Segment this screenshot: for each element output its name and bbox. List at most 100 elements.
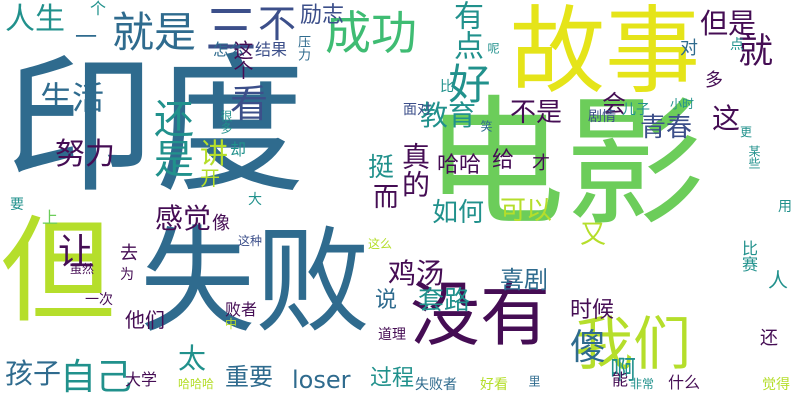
word: 孩子: [5, 357, 62, 390]
word: 不: [258, 2, 297, 46]
word: 傻: [570, 327, 607, 368]
word: 人生: [5, 2, 65, 37]
word: 时候: [570, 298, 615, 323]
word: 怎么: [213, 40, 246, 59]
word: 开: [200, 166, 220, 190]
word: 这种: [238, 234, 263, 248]
word: 我们: [575, 310, 692, 378]
word: 还: [760, 328, 778, 349]
word: 太: [178, 342, 207, 375]
word: 努力: [55, 137, 115, 172]
word: 小时: [670, 97, 695, 111]
word: 人: [768, 268, 788, 292]
word: 虽然: [70, 262, 95, 276]
word: 剧情: [588, 109, 616, 125]
word: 好: [442, 62, 491, 104]
word: 什么: [668, 373, 701, 392]
word: 中: [225, 317, 238, 331]
word: 感觉: [155, 202, 212, 235]
word: 很多: [219, 110, 233, 134]
word: 这么: [368, 237, 393, 251]
word: 失败者: [415, 377, 457, 393]
word: 个: [87, 0, 106, 16]
word: 喜剧: [500, 266, 548, 294]
word: 可以: [500, 196, 553, 226]
word: 会: [602, 90, 626, 118]
word: 这个: [230, 40, 254, 80]
word: 但是: [700, 7, 757, 40]
word: 非常: [630, 377, 655, 391]
word: 呢: [486, 42, 500, 54]
word: 又: [580, 220, 607, 250]
word: 他们: [125, 308, 165, 332]
word: 故事: [510, 0, 701, 107]
word: 大: [248, 192, 262, 208]
word: 点: [730, 37, 744, 53]
word: 如何: [432, 198, 485, 228]
word: 为: [120, 267, 134, 283]
word: 结果: [255, 40, 288, 59]
word: 就是: [112, 8, 197, 57]
word: 说: [375, 288, 398, 313]
word: 还是: [147, 98, 193, 178]
word: 上: [42, 208, 59, 227]
word: 电影: [425, 83, 706, 246]
word: 更: [740, 125, 753, 139]
word: 压力: [295, 35, 310, 61]
word: 失败: [140, 215, 371, 349]
word: 一次: [85, 292, 113, 308]
word: 让: [58, 232, 95, 273]
word: 某些: [747, 145, 761, 169]
word: 讲: [200, 137, 229, 170]
word: 要: [10, 197, 24, 213]
word: 多: [705, 70, 723, 91]
word: 笑: [479, 120, 493, 132]
word: 鸡汤: [388, 257, 445, 290]
word: 看: [230, 82, 269, 126]
word: 比: [440, 79, 454, 95]
word: 给: [492, 148, 515, 173]
word: 励志: [300, 3, 345, 28]
word: 好看: [480, 377, 508, 393]
word: 啊: [610, 356, 637, 386]
word: 三: [205, 1, 258, 61]
word: 重要: [225, 363, 273, 391]
word: 过程: [370, 366, 415, 391]
word: 但: [0, 205, 116, 339]
word: 教育: [420, 99, 477, 132]
word: 儿子: [622, 102, 650, 118]
word: 哈哈: [437, 153, 482, 178]
word: 青春: [640, 113, 693, 143]
word: 里: [527, 375, 541, 387]
word: 能: [612, 370, 629, 389]
word: 才: [532, 153, 550, 174]
word: 面对: [403, 102, 431, 118]
word: 用: [778, 199, 792, 215]
word: 大学: [125, 370, 158, 389]
word: 没有: [410, 274, 550, 356]
word: 一: [71, 25, 96, 47]
word: 败者: [225, 300, 258, 319]
word: 不是: [510, 98, 563, 128]
word: 对: [680, 38, 698, 59]
word: 却: [230, 140, 247, 159]
word: 觉得: [762, 377, 790, 393]
word: 哈哈哈: [178, 377, 215, 391]
word: 就: [738, 32, 774, 72]
word: 成功: [325, 6, 417, 60]
word: 挺: [368, 153, 395, 183]
word: 比赛: [739, 240, 758, 272]
word: 印度: [5, 40, 306, 214]
word: 套路: [418, 286, 471, 316]
word: 真的: [398, 142, 431, 198]
word: loser: [292, 366, 351, 394]
word: 而: [373, 183, 400, 213]
word: 自己: [60, 357, 133, 398]
word: 有点: [448, 0, 483, 60]
word: 生活: [40, 79, 105, 117]
word: 道理: [378, 327, 406, 343]
word: 去: [120, 243, 138, 264]
word: 这: [712, 102, 741, 135]
word: 像: [212, 213, 230, 234]
